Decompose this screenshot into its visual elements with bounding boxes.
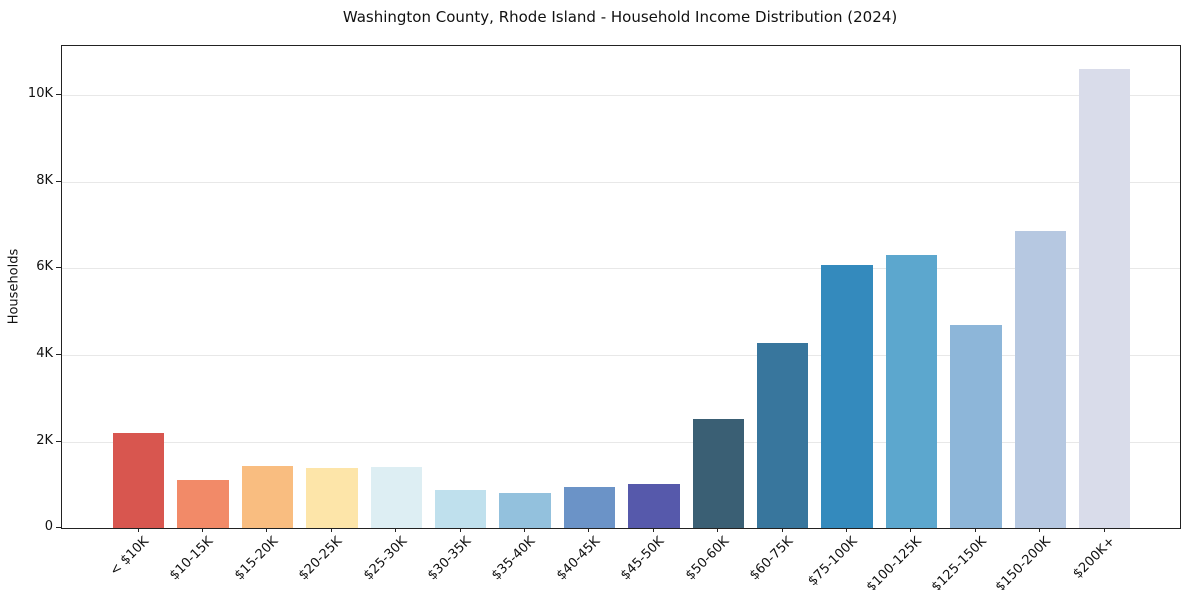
x-tick-mark: [459, 528, 461, 532]
x-tick-label-text: $45-50K: [618, 534, 668, 584]
y-tick-label: 4K: [36, 345, 53, 361]
bar: [563, 486, 616, 528]
x-tick-mark: [846, 528, 847, 532]
x-tick-label-text: $10-15K: [167, 534, 217, 584]
y-tick-label: 0: [44, 519, 53, 534]
x-tick-mark: [781, 528, 783, 532]
x-tick-mark: [652, 528, 654, 532]
x-tick-label-text: < $10K: [107, 534, 153, 579]
bar: [950, 324, 1002, 528]
x-tick-label-text: $60-75K: [747, 534, 797, 584]
x-tick-mark: [588, 528, 590, 532]
y-tick-mark: [56, 267, 61, 269]
chart-title: Washington County, Rhode Island - Househ…: [342, 8, 898, 26]
x-tick-label-text: $30-35K: [425, 534, 475, 584]
x-tick-mark: [910, 528, 912, 532]
x-tick-mark: [330, 528, 332, 532]
bar: [1078, 68, 1131, 528]
bar: [306, 467, 358, 528]
x-tick-mark: [1103, 528, 1105, 532]
x-tick-label-text: $200K+: [1070, 534, 1119, 582]
x-tick-mark: [202, 528, 203, 532]
bar: [241, 465, 294, 528]
x-tick-label-text: $75-100K: [805, 534, 861, 590]
gridline: [62, 268, 1180, 270]
bar: [1014, 230, 1066, 528]
x-tick-mark: [266, 528, 268, 532]
bar: [370, 467, 422, 528]
y-tick-label: 8K: [36, 172, 53, 188]
y-tick-mark: [56, 94, 61, 96]
bar: [434, 489, 487, 528]
bar: [821, 264, 873, 528]
y-axis-label: Households: [6, 248, 22, 325]
x-tick-mark: [1039, 528, 1041, 532]
y-tick-mark: [56, 440, 61, 442]
x-tick-label-text: $100-125K: [864, 534, 925, 590]
y-tick-mark: [56, 180, 61, 182]
gridline: [62, 441, 1180, 443]
y-tick-mark: [56, 527, 61, 528]
bar: [177, 480, 229, 528]
x-tick-label-text: $25-30K: [360, 534, 410, 584]
x-tick-label-text: $50-60K: [682, 534, 732, 584]
x-tick-label-text: $40-45K: [553, 534, 603, 584]
x-tick-mark: [717, 528, 719, 532]
x-tick-mark: [974, 528, 976, 532]
y-tick-label: 2K: [36, 432, 53, 448]
x-tick-label-text: $20-25K: [296, 534, 346, 584]
x-tick-mark: [395, 528, 397, 532]
x-tick-label-text: $125-150K: [928, 534, 990, 590]
bar: [499, 493, 551, 528]
gridline: [62, 354, 1180, 356]
gridline: [62, 181, 1180, 183]
plot-area: [61, 45, 1181, 529]
x-tick-label-text: $15-20K: [231, 534, 281, 584]
bar: [692, 419, 744, 528]
bar: [885, 255, 938, 528]
x-tick-label-text: $150-200K: [992, 534, 1054, 590]
x-tick-mark: [524, 528, 525, 532]
bar: [112, 433, 165, 528]
y-tick-label: 10K: [27, 86, 53, 102]
bar: [628, 484, 680, 528]
x-tick-label-text: $35-40K: [489, 534, 539, 584]
bar: [756, 342, 809, 528]
x-tick-mark: [137, 528, 139, 532]
y-tick-mark: [56, 353, 61, 355]
gridline: [62, 95, 1180, 97]
y-tick-label: 6K: [36, 259, 53, 275]
